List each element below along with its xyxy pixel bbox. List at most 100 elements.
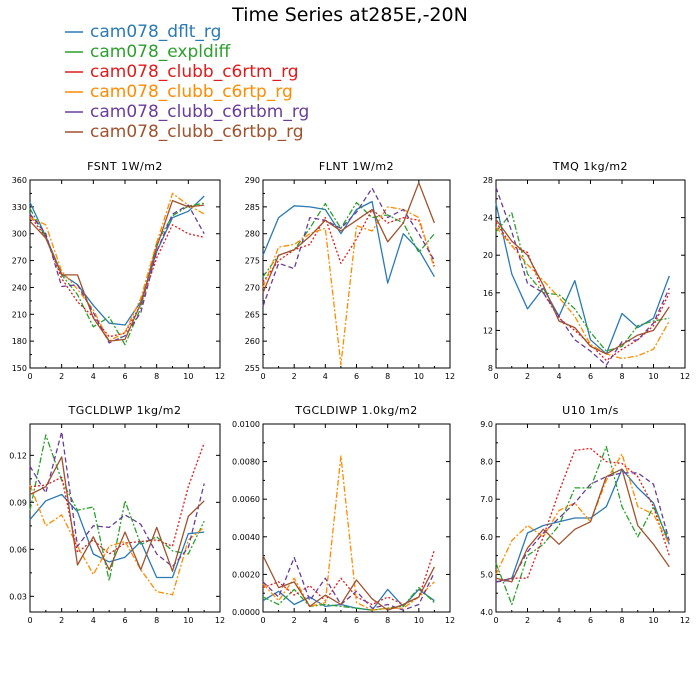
- panel-title: TGCLDIWP 1.0kg/m2: [294, 404, 418, 417]
- y-tick-label: 6.0: [480, 533, 493, 542]
- y-tick-label: 255: [245, 364, 260, 373]
- y-tick-label: 265: [245, 310, 260, 319]
- series-line: [495, 221, 670, 362]
- x-tick-label: 8: [385, 616, 390, 625]
- y-tick-label: 7.0: [480, 495, 493, 504]
- y-tick-label: 290: [245, 176, 260, 185]
- x-tick-label: 6: [588, 372, 593, 381]
- series-line: [262, 206, 436, 366]
- x-tick-label: 2: [525, 616, 530, 625]
- series-line: [495, 447, 670, 583]
- chart-panel: TGCLDLWP 1kg/m2 0.03 0.06 0.09 0.12 0 2 4 6 8 10 12: [9, 404, 225, 625]
- x-tick-label: 0: [493, 616, 498, 625]
- y-tick-label: 24: [483, 214, 493, 223]
- legend-item: cam078_expldiff: [65, 42, 232, 62]
- x-tick-label: 6: [354, 616, 359, 625]
- series-line: [495, 212, 670, 352]
- series-line: [29, 431, 205, 568]
- x-tick-label: 4: [91, 372, 96, 381]
- panel-title: TGCLDLWP 1kg/m2: [68, 404, 182, 417]
- chart-panel: U10 1m/s 4.0 5.0 6.0 7.0 8.0 9.0 0 2 4 6 8 10 12: [480, 404, 690, 625]
- legend-label: cam078_expldiff: [90, 42, 232, 62]
- y-tick-label: 210: [12, 310, 27, 319]
- series-line: [262, 556, 435, 611]
- series-line: [29, 493, 205, 579]
- legend-item: cam078_clubb_c6rtp_rg: [65, 82, 293, 102]
- x-tick-label: 10: [183, 372, 193, 381]
- x-tick-label: 8: [154, 616, 159, 625]
- series-line: [262, 555, 435, 611]
- y-tick-label: 0.0020: [232, 570, 260, 579]
- x-tick-label: 4: [323, 372, 328, 381]
- series-line: [29, 442, 205, 555]
- legend-item: cam078_clubb_c6rtbm_rg: [65, 102, 309, 122]
- x-tick-label: 10: [183, 616, 193, 625]
- y-tick-label: 0.0080: [232, 458, 260, 467]
- series-line: [262, 586, 435, 611]
- legend: cam078_dflt_rgcam078_expldiffcam078_club…: [65, 22, 309, 142]
- chart-panel: TGCLDIWP 1.0kg/m2 0.0000 0.0020 0.0040 0.006…: [232, 404, 455, 625]
- series-line: [29, 202, 205, 346]
- series-line: [495, 468, 670, 583]
- legend-item: cam078_dflt_rg: [65, 22, 221, 42]
- x-tick-label: 4: [91, 616, 96, 625]
- series-line: [495, 445, 670, 606]
- chart-panel: FSNT 1W/m2 150 180 210 240 270 300 330 360 0 2 4 6 8 1…: [12, 160, 225, 381]
- series-line: [262, 549, 436, 606]
- x-tick-label: 10: [414, 372, 424, 381]
- y-tick-label: 28: [483, 176, 493, 185]
- series-line: [495, 226, 670, 360]
- y-tick-label: 0.06: [9, 545, 27, 554]
- y-tick-label: 300: [12, 230, 27, 239]
- y-tick-label: 275: [245, 257, 260, 266]
- x-tick-label: 6: [354, 372, 359, 381]
- series-line: [262, 187, 435, 307]
- y-tick-label: 270: [12, 257, 27, 266]
- panel-title: TMQ 1kg/m2: [552, 160, 628, 173]
- panel-title: FSNT 1W/m2: [87, 160, 163, 173]
- y-tick-label: 0.0100: [232, 420, 260, 429]
- y-tick-label: 8: [488, 364, 493, 373]
- legend-item: cam078_clubb_c6rtbp_rg: [65, 122, 304, 142]
- plot-frame: [29, 423, 221, 613]
- x-tick-label: 2: [525, 372, 530, 381]
- x-tick-label: 0: [27, 372, 32, 381]
- y-tick-label: 0.0000: [232, 608, 260, 617]
- legend-label: cam078_clubb_c6rtm_rg: [90, 62, 299, 82]
- x-tick-label: 8: [619, 372, 624, 381]
- x-tick-label: 2: [292, 372, 297, 381]
- series-line: [262, 182, 436, 294]
- legend-label: cam078_clubb_c6rtbp_rg: [90, 122, 304, 142]
- y-tick-label: 12: [483, 326, 493, 335]
- x-tick-label: 0: [493, 372, 498, 381]
- x-tick-label: 12: [680, 616, 690, 625]
- y-tick-label: 150: [12, 364, 27, 373]
- series-line: [29, 192, 205, 342]
- x-tick-label: 8: [154, 372, 159, 381]
- x-tick-label: 0: [27, 616, 32, 625]
- y-tick-label: 0.0040: [232, 533, 260, 542]
- series-line: [495, 472, 670, 583]
- x-tick-label: 4: [556, 616, 561, 625]
- series-line: [495, 453, 670, 575]
- y-tick-label: 0.12: [9, 451, 27, 460]
- x-tick-label: 0: [260, 372, 265, 381]
- x-tick-label: 2: [59, 372, 64, 381]
- x-tick-label: 4: [556, 372, 561, 381]
- legend-label: cam078_clubb_c6rtbm_rg: [90, 102, 309, 122]
- y-tick-label: 180: [12, 337, 27, 346]
- x-tick-label: 0: [260, 616, 265, 625]
- x-tick-label: 6: [122, 616, 127, 625]
- panel-title: FLNT 1W/m2: [319, 160, 394, 173]
- series-line: [29, 484, 205, 596]
- series-line: [262, 200, 435, 284]
- series-line: [29, 199, 205, 342]
- x-tick-label: 8: [619, 616, 624, 625]
- legend-label: cam078_dflt_rg: [90, 22, 221, 42]
- series-line: [495, 203, 670, 355]
- y-tick-label: 280: [245, 230, 260, 239]
- figure-title: Time Series at285E,-20N: [231, 4, 468, 26]
